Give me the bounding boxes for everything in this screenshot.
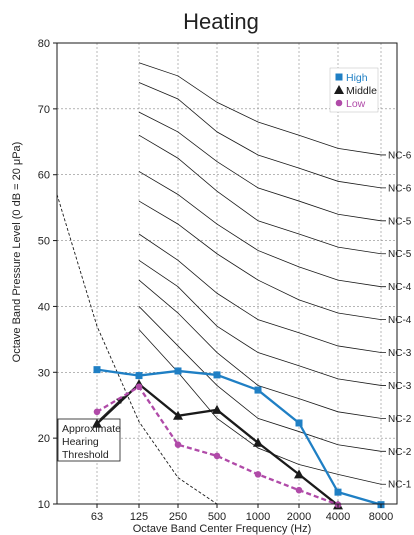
legend-entry: Middle [346,85,377,97]
series-line [96,385,339,506]
x-tick-label: 2000 [287,511,311,523]
marker-circle [213,452,221,460]
chart-title: Heating [183,9,259,34]
y-axis-label: Octave Band Pressure Level (0 dB = 20 μP… [11,142,23,363]
marker-square [334,488,342,496]
threshold-arrow [99,399,121,420]
nc-curve [138,62,386,156]
y-tick-label: 50 [38,236,50,248]
marker-square [335,73,343,81]
series-middle [92,379,343,510]
nc-curve [138,233,386,353]
marker-square [174,367,182,375]
x-tick-label: 8000 [369,511,393,523]
nc-label: NC-4 [388,282,412,293]
marker-triangle [253,437,263,447]
y-tick-label: 70 [38,104,50,116]
marker-square [213,371,221,379]
series-low [93,383,342,508]
nc-label: NC-6 [388,183,412,194]
nc-curves: NC-6 NC-6 NC-5 NC-5 NC-4 NC-4 NC-3 NC-3 NC-2 NC-2… [138,62,412,491]
x-axis-label: Octave Band Center Frequency (Hz) [133,523,312,535]
y-tick-label: 40 [38,301,50,313]
nc-curve [138,279,386,419]
nc-label: NC-2 [388,414,412,425]
threshold-label: Approximate [62,423,121,435]
marker-square [135,372,143,380]
y-tick-label: 20 [38,433,50,445]
nc-curve [138,134,386,255]
nc-curve [138,171,386,288]
nc-label: NC-5 [388,216,412,227]
x-tick-label: 1000 [246,511,270,523]
legend-entry: High [346,72,368,84]
nc-label: NC-5 [388,249,412,260]
nc-curve [138,82,386,189]
marker-circle [174,441,182,449]
axes: 10 20 30 40 50 60 70 80 63 125 250 500 1000 2000 4000 8… [38,38,398,523]
marker-square [254,386,262,394]
nc-curve [138,306,386,452]
marker-square [93,366,101,374]
series-high [93,366,385,509]
marker-triangle [294,469,304,479]
marker-circle [135,383,143,391]
nc-label: NC-6 [388,150,412,161]
nc-label: NC-2 [388,447,412,458]
y-tick-label: 10 [38,499,50,511]
threshold-label: Hearing [62,436,99,448]
legend-entry: Low [346,98,366,110]
nc-label: NC-3 [388,381,412,392]
nc-label: NC-1 [388,480,412,491]
nc-label: NC-3 [388,348,412,359]
nc-curve [138,111,386,222]
data-series [92,366,385,510]
x-tick-label: 63 [91,511,103,523]
nc-label: NC-4 [388,315,412,326]
series-line [96,382,339,507]
marker-circle [295,486,303,494]
marker-triangle [92,418,102,428]
x-tick-label: 250 [169,511,187,523]
plot-frame [56,42,398,505]
nc-curve [138,200,386,321]
threshold-label: Threshold [62,449,109,461]
marker-triangle [173,410,183,420]
y-tick-label: 80 [38,38,50,50]
marker-circle [335,99,343,107]
marker-triangle [334,85,344,94]
hearing-threshold-line [56,194,218,505]
marker-circle [254,471,262,478]
marker-square [295,419,303,427]
nc-curve [138,329,386,485]
y-tick-label: 60 [38,170,50,182]
marker-circle [93,408,101,416]
series-line [96,368,382,506]
nc-curve [138,259,386,386]
y-tick-label: 30 [38,367,50,379]
x-tick-label: 4000 [326,511,350,523]
threshold-label-box [57,418,121,462]
x-tick-label: 125 [130,511,148,523]
marker-triangle [212,404,222,414]
x-tick-label: 500 [208,511,226,523]
